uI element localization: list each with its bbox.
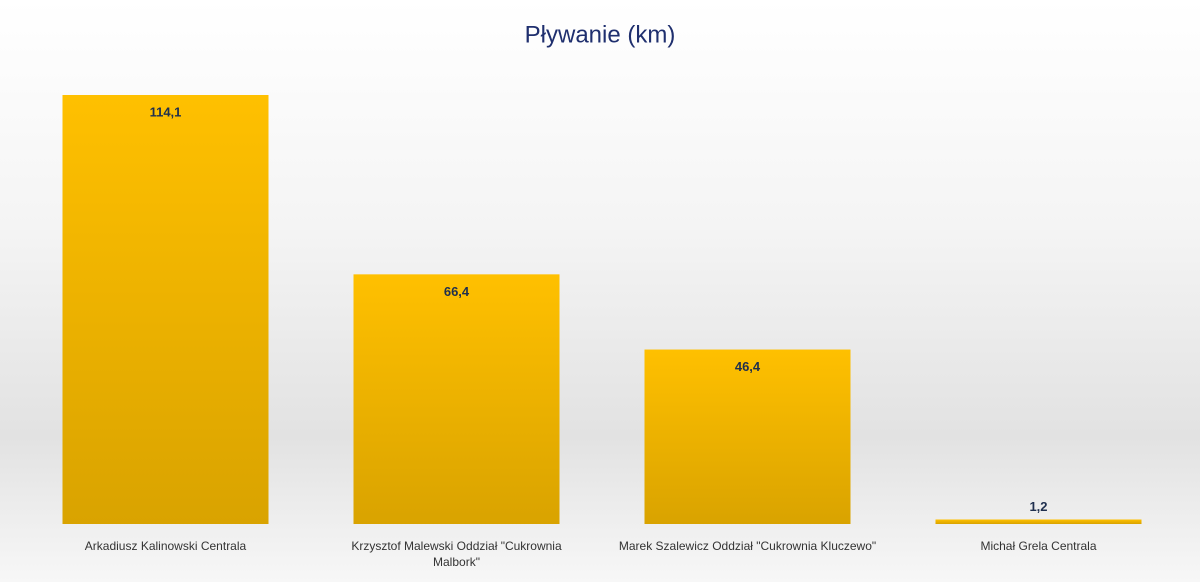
value-label: 46,4: [735, 359, 761, 374]
bar: [353, 274, 560, 524]
bar: [644, 349, 851, 524]
x-tick-label: Marek Szalewicz Oddział "Cukrownia Klucz…: [618, 539, 877, 553]
chart-title: Pływanie (km): [525, 21, 676, 48]
bar: [935, 519, 1142, 524]
value-label: 114,1: [150, 104, 182, 119]
value-label: 66,4: [444, 284, 470, 299]
value-label: 1,2: [1029, 499, 1047, 514]
x-tick-label: Arkadiusz Kalinowski Centrala: [84, 539, 247, 553]
x-tick-label: Krzysztof Malewski Oddział "Cukrownia Ma…: [351, 539, 562, 569]
bar: [62, 95, 269, 524]
x-tick-label: Michał Grela Centrala: [980, 539, 1097, 553]
